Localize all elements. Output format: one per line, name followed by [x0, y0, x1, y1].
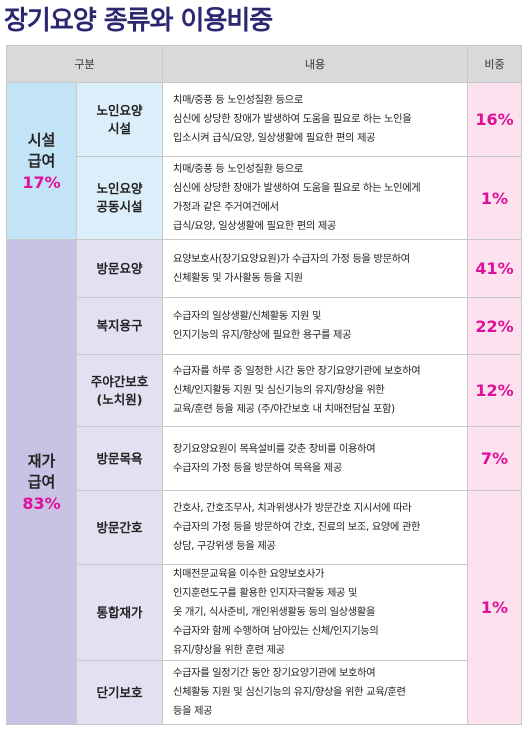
row-name: 방문간호	[76, 490, 163, 565]
row-ratio: 22%	[467, 297, 522, 355]
table-row: 방문목욕 장기요양요원이 목욕설비를 갖춘 장비를 이용하여 수급자의 가정 등…	[7, 426, 522, 491]
table-row: 노인요양 공동시설 치매/중풍 등 노인성질환 등으로 심신에 상당한 장애가 …	[7, 156, 522, 240]
header-content: 내용	[162, 45, 468, 83]
row-ratio-merged: 1%	[467, 490, 522, 725]
row-name: 노인요양 공동시설	[76, 156, 163, 240]
row-desc: 치매전문교육을 이수한 요양보호사가 인지훈련도구를 활용한 인지자극활동 제공…	[162, 564, 468, 661]
row-desc: 간호사, 간호조무사, 치과위생사가 방문간호 지시서에 따라 수급자의 가정 …	[162, 490, 468, 565]
row-name: 노인요양 시설	[76, 82, 163, 157]
table-header-row: 구분 내용 비중	[6, 45, 522, 83]
row-name: 복지용구	[76, 297, 163, 355]
row-desc: 수급자의 일상생활/신체활동 지원 및 인지기능의 유지/향상에 필요한 용구를…	[162, 297, 468, 355]
row-desc: 요양보호사(장기요양요원)가 수급자의 가정 등을 방문하여 신체활동 및 가사…	[162, 239, 468, 298]
row-name: 주야간보호 (노치원)	[76, 354, 163, 427]
row-desc: 수급자를 하루 중 일정한 시간 동안 장기요양기관에 보호하여 신체/인지활동…	[162, 354, 468, 427]
group-home-benefit: 재가 급여 83%	[6, 239, 77, 725]
table-row: 통합재가 치매전문교육을 이수한 요양보호사가 인지훈련도구를 활용한 인지자극…	[7, 564, 522, 661]
row-ratio: 1%	[467, 156, 522, 240]
group-label: 시설 급여	[27, 130, 56, 170]
row-desc: 치매/중풍 등 노인성질환 등으로 심신에 상당한 장애가 발생하여 도움을 필…	[162, 82, 468, 157]
row-desc: 장기요양요원이 목욕설비를 갖춘 장비를 이용하여 수급자의 가정 등을 방문하…	[162, 426, 468, 491]
page-title: 장기요양 종류와 이용비중	[4, 6, 273, 36]
table-row: 시설 급여 17% 노인요양 시설 치매/중풍 등 노인성질환 등으로 심신에 …	[6, 82, 522, 240]
row-name: 통합재가	[76, 564, 163, 661]
row-ratio: 12%	[467, 354, 522, 427]
header-ratio: 비중	[467, 45, 522, 83]
group-pct: 83%	[22, 493, 61, 513]
group-facility-benefit: 시설 급여 17%	[6, 82, 77, 240]
row-name: 단기보호	[76, 660, 163, 725]
header-category: 구분	[6, 45, 163, 83]
row-name: 방문요양	[76, 239, 163, 298]
table-row: 방문간호 간호사, 간호조무사, 치과위생사가 방문간호 지시서에 따라 수급자…	[7, 490, 522, 725]
table-row: 복지용구 수급자의 일상생활/신체활동 지원 및 인지기능의 유지/향상에 필요…	[7, 297, 522, 355]
table-row: 재가 급여 83% 방문요양 요양보호사(장기요양요원)가 수급자의 가정 등을…	[6, 239, 522, 725]
group-pct: 17%	[22, 172, 61, 192]
row-ratio: 7%	[467, 426, 522, 491]
row-desc: 치매/중풍 등 노인성질환 등으로 심신에 상당한 장애가 발생하여 도움을 필…	[162, 156, 468, 240]
row-ratio: 41%	[467, 239, 522, 298]
care-types-table: 구분 내용 비중 시설 급여 17% 노인요양 시설 치매/중풍 등 노인성질환…	[6, 45, 522, 725]
row-name: 방문목욕	[76, 426, 163, 491]
table-row: 단기보호 수급자를 일정기간 동안 장기요양기관에 보호하여 신체활동 지원 및…	[7, 660, 522, 725]
table-row: 주야간보호 (노치원) 수급자를 하루 중 일정한 시간 동안 장기요양기관에 …	[7, 354, 522, 427]
row-ratio: 16%	[467, 82, 522, 157]
group-label: 재가 급여	[27, 451, 56, 491]
row-desc: 수급자를 일정기간 동안 장기요양기관에 보호하여 신체활동 지원 및 심신기능…	[162, 660, 468, 725]
